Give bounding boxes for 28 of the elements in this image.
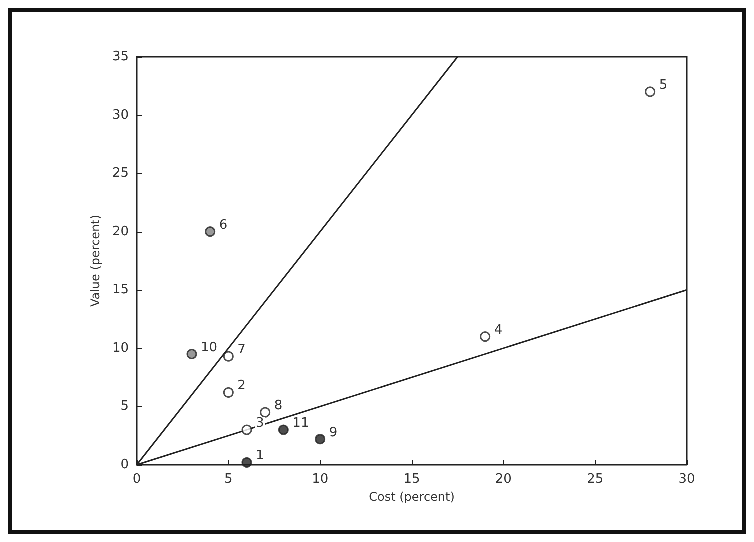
y-tick-label: 15: [112, 282, 129, 298]
annotation: 3: [256, 416, 264, 432]
x-tick-label: 5: [224, 472, 233, 487]
annotation: 4: [494, 322, 503, 338]
x-tick-label: 30: [678, 472, 696, 487]
y-tick-label: 10: [112, 340, 129, 356]
x-tick-label: 15: [404, 472, 420, 487]
annotation: 8: [274, 398, 283, 414]
y-tick-label: 25: [112, 166, 129, 182]
annotation: 5: [659, 78, 668, 93]
annotation: 2: [238, 378, 246, 394]
y-tick-label: 30: [112, 108, 129, 123]
x-axis-title: Cost (percent): [369, 490, 455, 504]
y-tick-label: 0: [120, 458, 129, 472]
x-tick-label: 10: [312, 472, 329, 487]
x-tick-label: 25: [587, 472, 604, 487]
annotation: 11: [292, 416, 310, 432]
x-tick-label: 0: [132, 472, 142, 487]
x-tick-label: 20: [495, 472, 512, 487]
annotation: 6: [219, 218, 228, 233]
y-tick-label: 20: [112, 224, 129, 240]
y-tick-label: 5: [120, 399, 129, 414]
y-tick-label: 35: [112, 50, 129, 64]
annotation: 7: [238, 342, 246, 358]
annotation: 1: [256, 448, 264, 464]
annotation: 9: [329, 425, 338, 440]
y-axis-title: Value (percent): [88, 214, 103, 308]
annotation: 10: [201, 340, 218, 356]
